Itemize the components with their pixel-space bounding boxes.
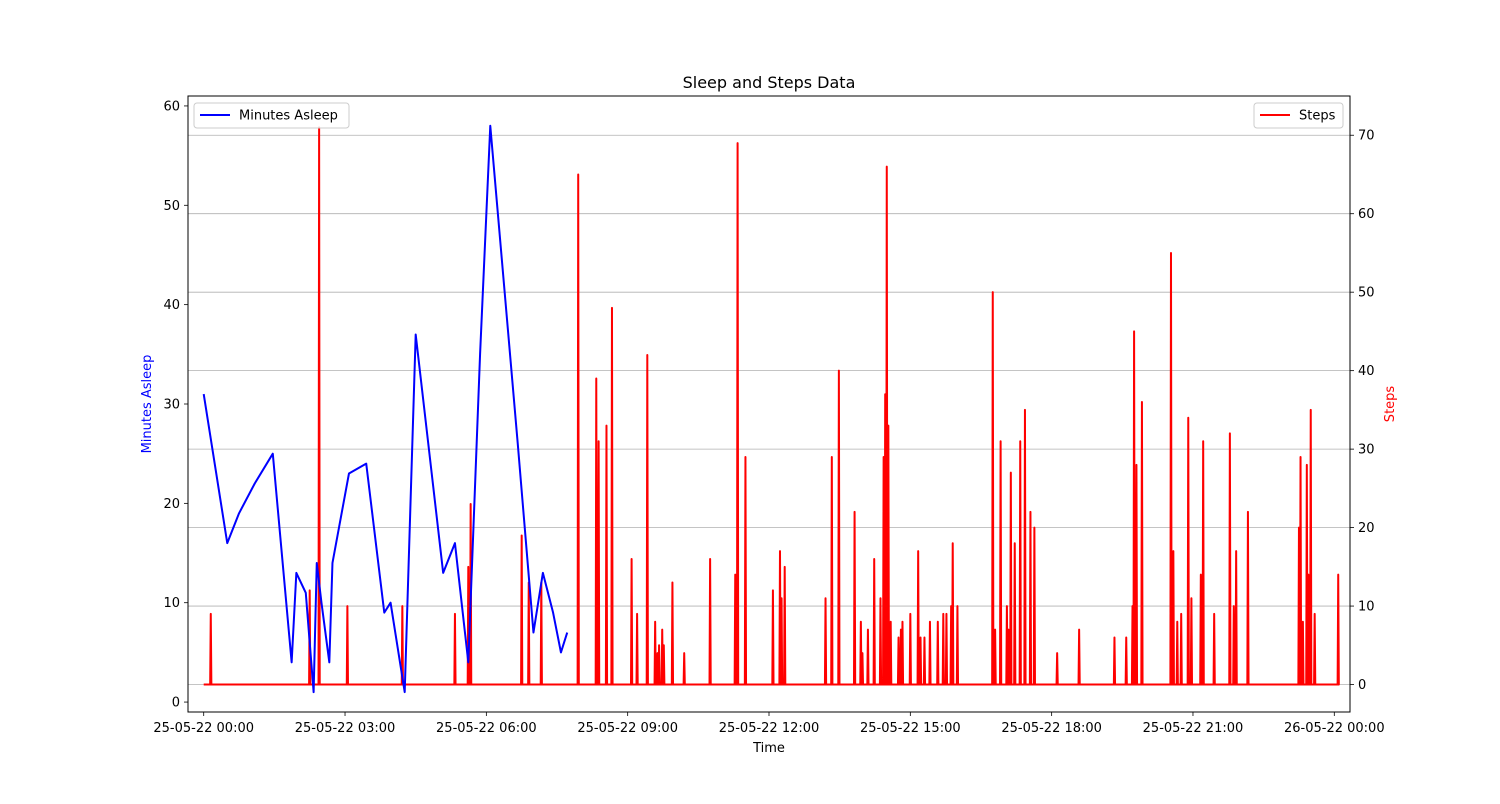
legend-label-minutes-asleep: Minutes Asleep bbox=[239, 109, 338, 124]
y-left-tick-label: 60 bbox=[163, 99, 180, 114]
x-tick-label: 26-05-22 00:00 bbox=[1284, 721, 1385, 736]
y-right-tick-label: 70 bbox=[1358, 129, 1375, 144]
x-tick-label: 25-05-22 09:00 bbox=[577, 721, 678, 736]
legend-box bbox=[1253, 102, 1344, 129]
y-right-tick-label: 10 bbox=[1358, 600, 1375, 615]
y-left-tick-label: 10 bbox=[163, 596, 180, 611]
x-tick-label: 25-05-22 21:00 bbox=[1143, 721, 1244, 736]
x-tick-label: 25-05-22 03:00 bbox=[295, 721, 396, 736]
legend-minutes-asleep: Minutes Asleep bbox=[193, 102, 350, 129]
y-left-tick-label: 0 bbox=[172, 696, 180, 711]
axis-layer: 25-05-22 00:00 25-05-22 03:00 25-05-22 06:… bbox=[153, 99, 1384, 736]
y-axis-left-label: Minutes Asleep bbox=[140, 355, 155, 454]
series-line-steps bbox=[203, 126, 1340, 686]
x-tick-label: 25-05-22 06:00 bbox=[436, 721, 537, 736]
y-axis-right-label: Steps bbox=[1383, 386, 1398, 423]
chart-title: Sleep and Steps Data bbox=[683, 73, 856, 92]
legend-box bbox=[193, 102, 350, 129]
series-line-minutes-asleep bbox=[202, 124, 569, 694]
x-tick-label: 25-05-22 18:00 bbox=[1001, 721, 1102, 736]
legend-steps: Steps bbox=[1253, 102, 1344, 129]
series-layer bbox=[202, 124, 1340, 694]
x-tick-label: 25-05-22 15:00 bbox=[860, 721, 961, 736]
legend-label-steps: Steps bbox=[1299, 109, 1336, 124]
y-right-tick-label: 40 bbox=[1358, 364, 1375, 379]
y-right-tick-label: 30 bbox=[1358, 443, 1375, 458]
y-left-tick-label: 20 bbox=[163, 497, 180, 512]
x-tick-label: 25-05-22 12:00 bbox=[719, 721, 820, 736]
x-axis-label: Time bbox=[752, 741, 785, 756]
y-right-tick-label: 0 bbox=[1358, 678, 1366, 693]
y-left-tick-label: 30 bbox=[163, 398, 180, 413]
y-right-tick-label: 60 bbox=[1358, 207, 1375, 222]
y-left-tick-label: 50 bbox=[163, 199, 180, 214]
x-tick-label: 25-05-22 00:00 bbox=[153, 721, 254, 736]
y-right-tick-label: 20 bbox=[1358, 521, 1375, 536]
y-right-tick-label: 50 bbox=[1358, 286, 1375, 301]
y-left-tick-label: 40 bbox=[163, 298, 180, 313]
